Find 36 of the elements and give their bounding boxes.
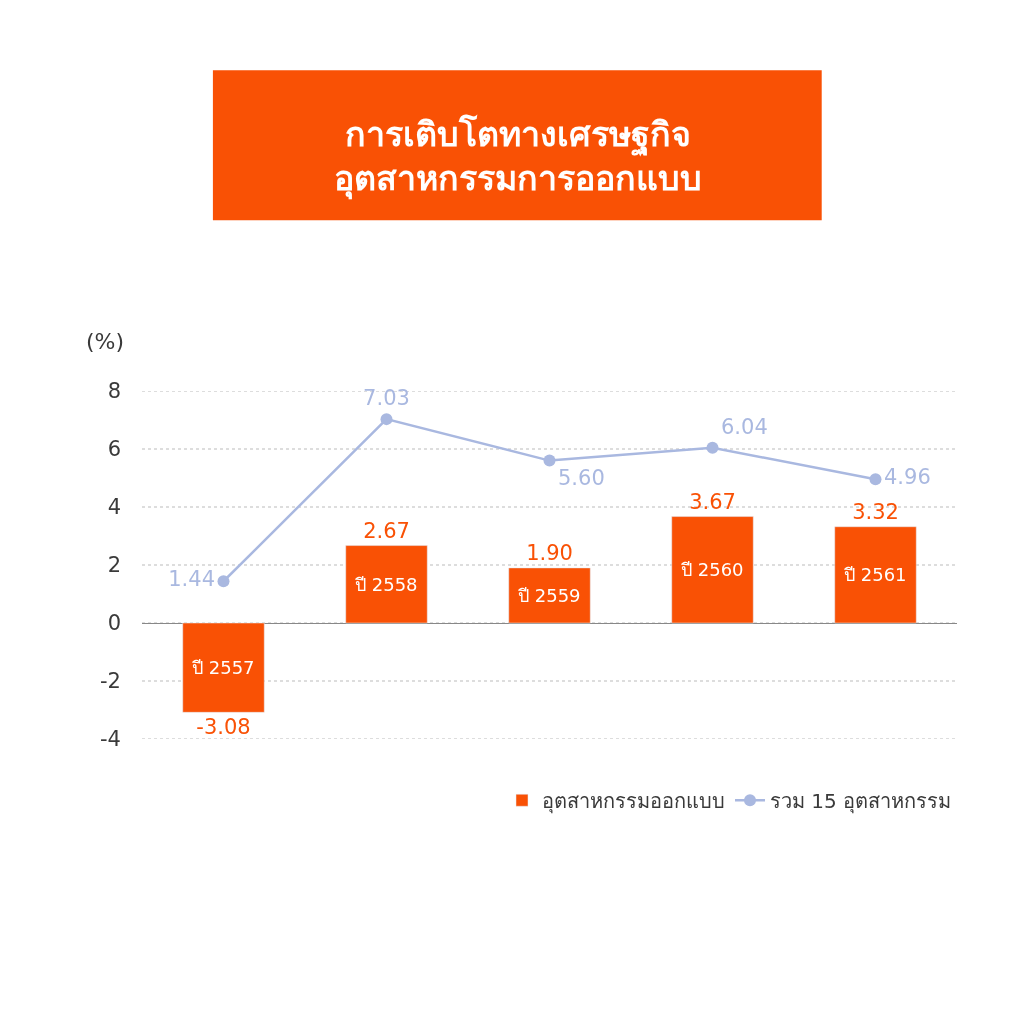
y-tick-label: -4: [100, 727, 121, 752]
data-label: 2.67: [363, 518, 410, 543]
data-label: 3.67: [689, 489, 736, 514]
point: [380, 413, 393, 426]
point: [543, 454, 556, 467]
chart-title: การเติบโตทางเศรษฐกิจ อุตสาหกรรมการออกแบบ: [333, 113, 702, 200]
y-tick-label: 0: [107, 611, 121, 636]
x-tick-label: ปี 2561: [844, 564, 907, 585]
bar: [345, 545, 428, 624]
y-tick-label: 2: [107, 553, 121, 578]
x-tick-label: ปี 2560: [681, 559, 744, 580]
point: [706, 441, 719, 454]
bar: [508, 567, 591, 624]
y-tick-label: 6: [107, 437, 121, 462]
x-tick-label: ปี 2558: [355, 574, 418, 595]
bar: [671, 516, 754, 624]
legend-label: อุตสาหกรรมออกแบบ: [542, 789, 725, 815]
data-label: 3.32: [852, 499, 899, 524]
y-axis-title: (%): [86, 329, 125, 354]
data-label: 7.03: [363, 386, 410, 411]
point: [217, 575, 230, 588]
data-label: 1.90: [526, 540, 573, 565]
x-tick-label: ปี 2557: [192, 657, 255, 678]
y-tick-label: -2: [100, 669, 121, 694]
data-label: 6.04: [721, 415, 768, 440]
point: [869, 473, 882, 486]
data-label: -3.08: [196, 715, 251, 740]
bar: [834, 526, 917, 624]
data-label: 1.44: [168, 567, 215, 592]
y-tick-label: 8: [107, 379, 121, 404]
data-label: 4.96: [884, 465, 931, 490]
data-label: 5.60: [558, 465, 605, 490]
x-tick-label: ปี 2559: [518, 585, 581, 606]
y-tick-label: 4: [107, 495, 121, 520]
bar: [182, 622, 265, 713]
legend-label: รวม 15 อุตสาหกรรม: [770, 789, 952, 815]
